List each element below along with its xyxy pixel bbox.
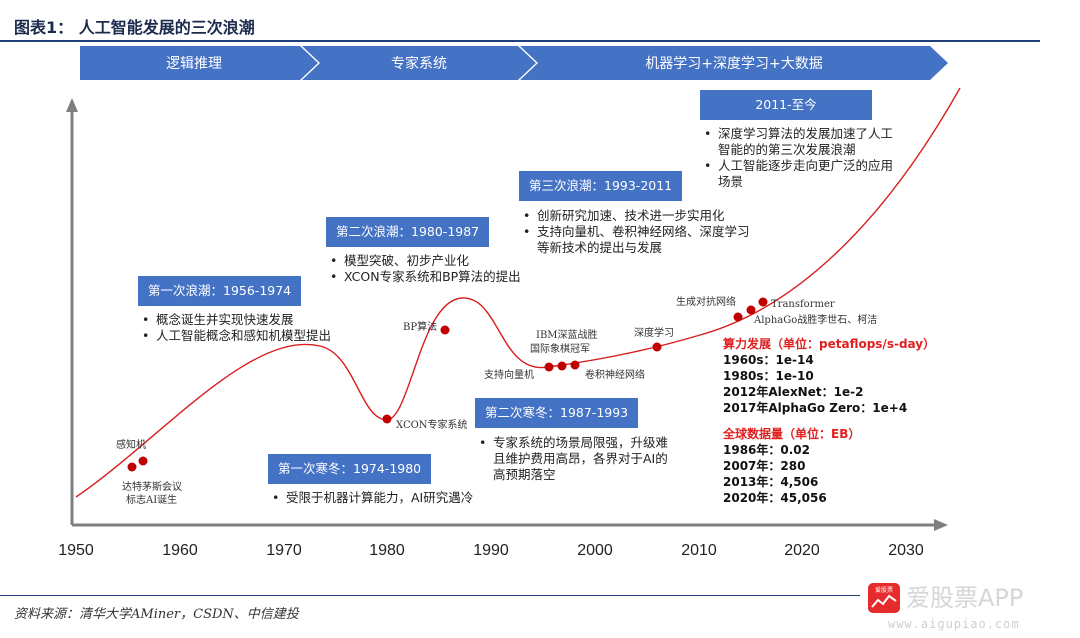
event-label-transformer: Transformer bbox=[771, 299, 835, 310]
source-divider bbox=[0, 595, 860, 596]
event-label-deeplearning: 深度学习 bbox=[634, 326, 674, 339]
watermark-logo-text: 爱股票 bbox=[875, 586, 893, 594]
bullet-item: 深度学习算法的发展加速了人工智能的的第三次发展浪潮 bbox=[700, 126, 905, 158]
era-label-expert: 专家系统 bbox=[391, 55, 447, 72]
stock-chart-icon: 爱股票 bbox=[871, 586, 897, 608]
event-dot-cnn bbox=[570, 360, 580, 370]
period-box-first-wave: 第一次浪潮：1956-1974 bbox=[138, 276, 302, 306]
bullet-item: XCON专家系统和BP算法的提出 bbox=[326, 269, 566, 285]
era-label-ml: 机器学习+深度学习+大数据 bbox=[645, 56, 822, 72]
event-label-perceptron: 感知机 bbox=[116, 438, 146, 451]
event-dot-alphago bbox=[746, 305, 756, 315]
era-arrow-expert bbox=[302, 46, 536, 80]
event-label-alphago: AlphaGo战胜李世石、柯洁 bbox=[753, 313, 877, 326]
compute-row: 1980s：1e-10 bbox=[723, 369, 814, 383]
period-bullets-second-wave: 模型突破、初步产业化 XCON专家系统和BP算法的提出 bbox=[326, 253, 566, 285]
event-dot-deepblue bbox=[557, 361, 567, 371]
y-axis-arrowhead bbox=[66, 98, 78, 112]
x-tick-label: 1970 bbox=[266, 542, 302, 559]
watermark-url: www.aigupiao.com bbox=[888, 617, 1020, 631]
event-dot-bp bbox=[440, 325, 450, 335]
period-bullets-third-wave: 创新研究加速、技术进一步实用化 支持向量机、卷积神经网络、深度学习等新技术的提出… bbox=[519, 208, 751, 256]
event-dot-deeplearning bbox=[652, 342, 662, 352]
bullet-item: 人工智能逐步走向更广泛的应用场景 bbox=[700, 158, 905, 190]
bullet-item: 概念诞生并实现快速发展 bbox=[138, 312, 378, 328]
period-bullets-first-wave: 概念诞生并实现快速发展 人工智能概念和感知机模型提出 bbox=[138, 312, 378, 344]
event-dot-xcon bbox=[382, 414, 392, 424]
datavol-row: 2020年：45,056 bbox=[723, 490, 827, 505]
x-tick-label: 1990 bbox=[473, 542, 509, 559]
event-label-dartmouth-sub: 标志AI诞生 bbox=[126, 493, 177, 506]
watermark: 爱股票 爱股票APP www.aigupiao.com bbox=[868, 583, 1074, 635]
period-bullets-second-winter: 专家系统的场景局限强，升级难且维护费用高昂，各界对于AI的高预期落空 bbox=[475, 435, 680, 483]
event-dot-transformer bbox=[758, 297, 768, 307]
title-divider bbox=[0, 40, 1040, 42]
x-tick-label: 2020 bbox=[784, 542, 820, 559]
x-tick-label: 2010 bbox=[681, 542, 717, 559]
period-box-second-winter: 第二次寒冬：1987-1993 bbox=[475, 398, 639, 428]
compute-row: 2017年AlphaGo Zero：1e+4 bbox=[723, 400, 907, 415]
event-dot-dartmouth bbox=[127, 462, 137, 472]
x-tick-label: 1960 bbox=[162, 542, 198, 559]
event-label-deepblue-sub: 国际象棋冠军 bbox=[530, 342, 590, 355]
event-label-bp: BP算法 bbox=[403, 320, 437, 333]
event-dot-gan bbox=[733, 312, 743, 322]
x-axis-arrowhead bbox=[934, 519, 948, 531]
datavol-row: 1986年：0.02 bbox=[723, 442, 810, 457]
x-tick-label: 2030 bbox=[888, 542, 924, 559]
period-bullets-2011-now: 深度学习算法的发展加速了人工智能的的第三次发展浪潮 人工智能逐步走向更广泛的应用… bbox=[700, 126, 905, 190]
x-tick-label: 1950 bbox=[58, 542, 94, 559]
period-box-second-wave: 第二次浪潮：1980-1987 bbox=[326, 217, 490, 247]
source-note: 资料来源：清华大学AMiner，CSDN、中信建投 bbox=[14, 607, 299, 622]
compute-heading: 算力发展（单位：petaflops/s-day） bbox=[723, 336, 935, 351]
bullet-item: 人工智能概念和感知机模型提出 bbox=[138, 328, 378, 344]
period-box-2011-now: 2011-至今 bbox=[700, 90, 872, 120]
watermark-logo: 爱股票 bbox=[868, 583, 900, 613]
compute-row: 1960s：1e-14 bbox=[723, 353, 814, 367]
era-label-logic: 逻辑推理 bbox=[166, 56, 222, 72]
event-label-dartmouth: 达特茅斯会议 bbox=[122, 480, 182, 493]
datavol-row: 2013年：4,506 bbox=[723, 474, 818, 489]
event-label-xcon: XCON专家系统 bbox=[396, 418, 468, 431]
bullet-item: 受限于机器计算能力，AI研究遇冷 bbox=[268, 490, 528, 506]
period-box-first-winter: 第一次寒冬：1974-1980 bbox=[268, 454, 432, 484]
era-arrow-ml bbox=[520, 46, 948, 80]
page-title: 图表1： 人工智能发展的三次浪潮 bbox=[14, 18, 255, 37]
event-label-cnn: 卷积神经网络 bbox=[585, 368, 645, 381]
datavol-heading: 全球数据量（单位：EB） bbox=[722, 426, 860, 441]
datavol-row: 2007年：280 bbox=[723, 458, 805, 473]
period-box-third-wave: 第三次浪潮：1993-2011 bbox=[519, 171, 683, 201]
bullet-item: 专家系统的场景局限强，升级难且维护费用高昂，各界对于AI的高预期落空 bbox=[475, 435, 680, 483]
event-label-gan: 生成对抗网络 bbox=[676, 295, 736, 308]
bullet-item: 支持向量机、卷积神经网络、深度学习等新技术的提出与发展 bbox=[519, 224, 751, 256]
compute-row: 2012年AlexNet：1e-2 bbox=[723, 384, 863, 399]
event-dot-perceptron bbox=[138, 456, 148, 466]
event-dot-svm bbox=[544, 362, 554, 372]
era-arrow-logic bbox=[80, 46, 318, 80]
bullet-item: 模型突破、初步产业化 bbox=[326, 253, 566, 269]
watermark-brand: 爱股票APP bbox=[906, 584, 1024, 612]
x-tick-label: 2000 bbox=[577, 542, 613, 559]
x-tick-label: 1980 bbox=[369, 542, 405, 559]
event-label-svm: 支持向量机 bbox=[484, 368, 534, 381]
period-bullets-first-winter: 受限于机器计算能力，AI研究遇冷 bbox=[268, 490, 528, 506]
bullet-item: 创新研究加速、技术进一步实用化 bbox=[519, 208, 751, 224]
event-label-deepblue: IBM深蓝战胜 bbox=[536, 329, 598, 341]
